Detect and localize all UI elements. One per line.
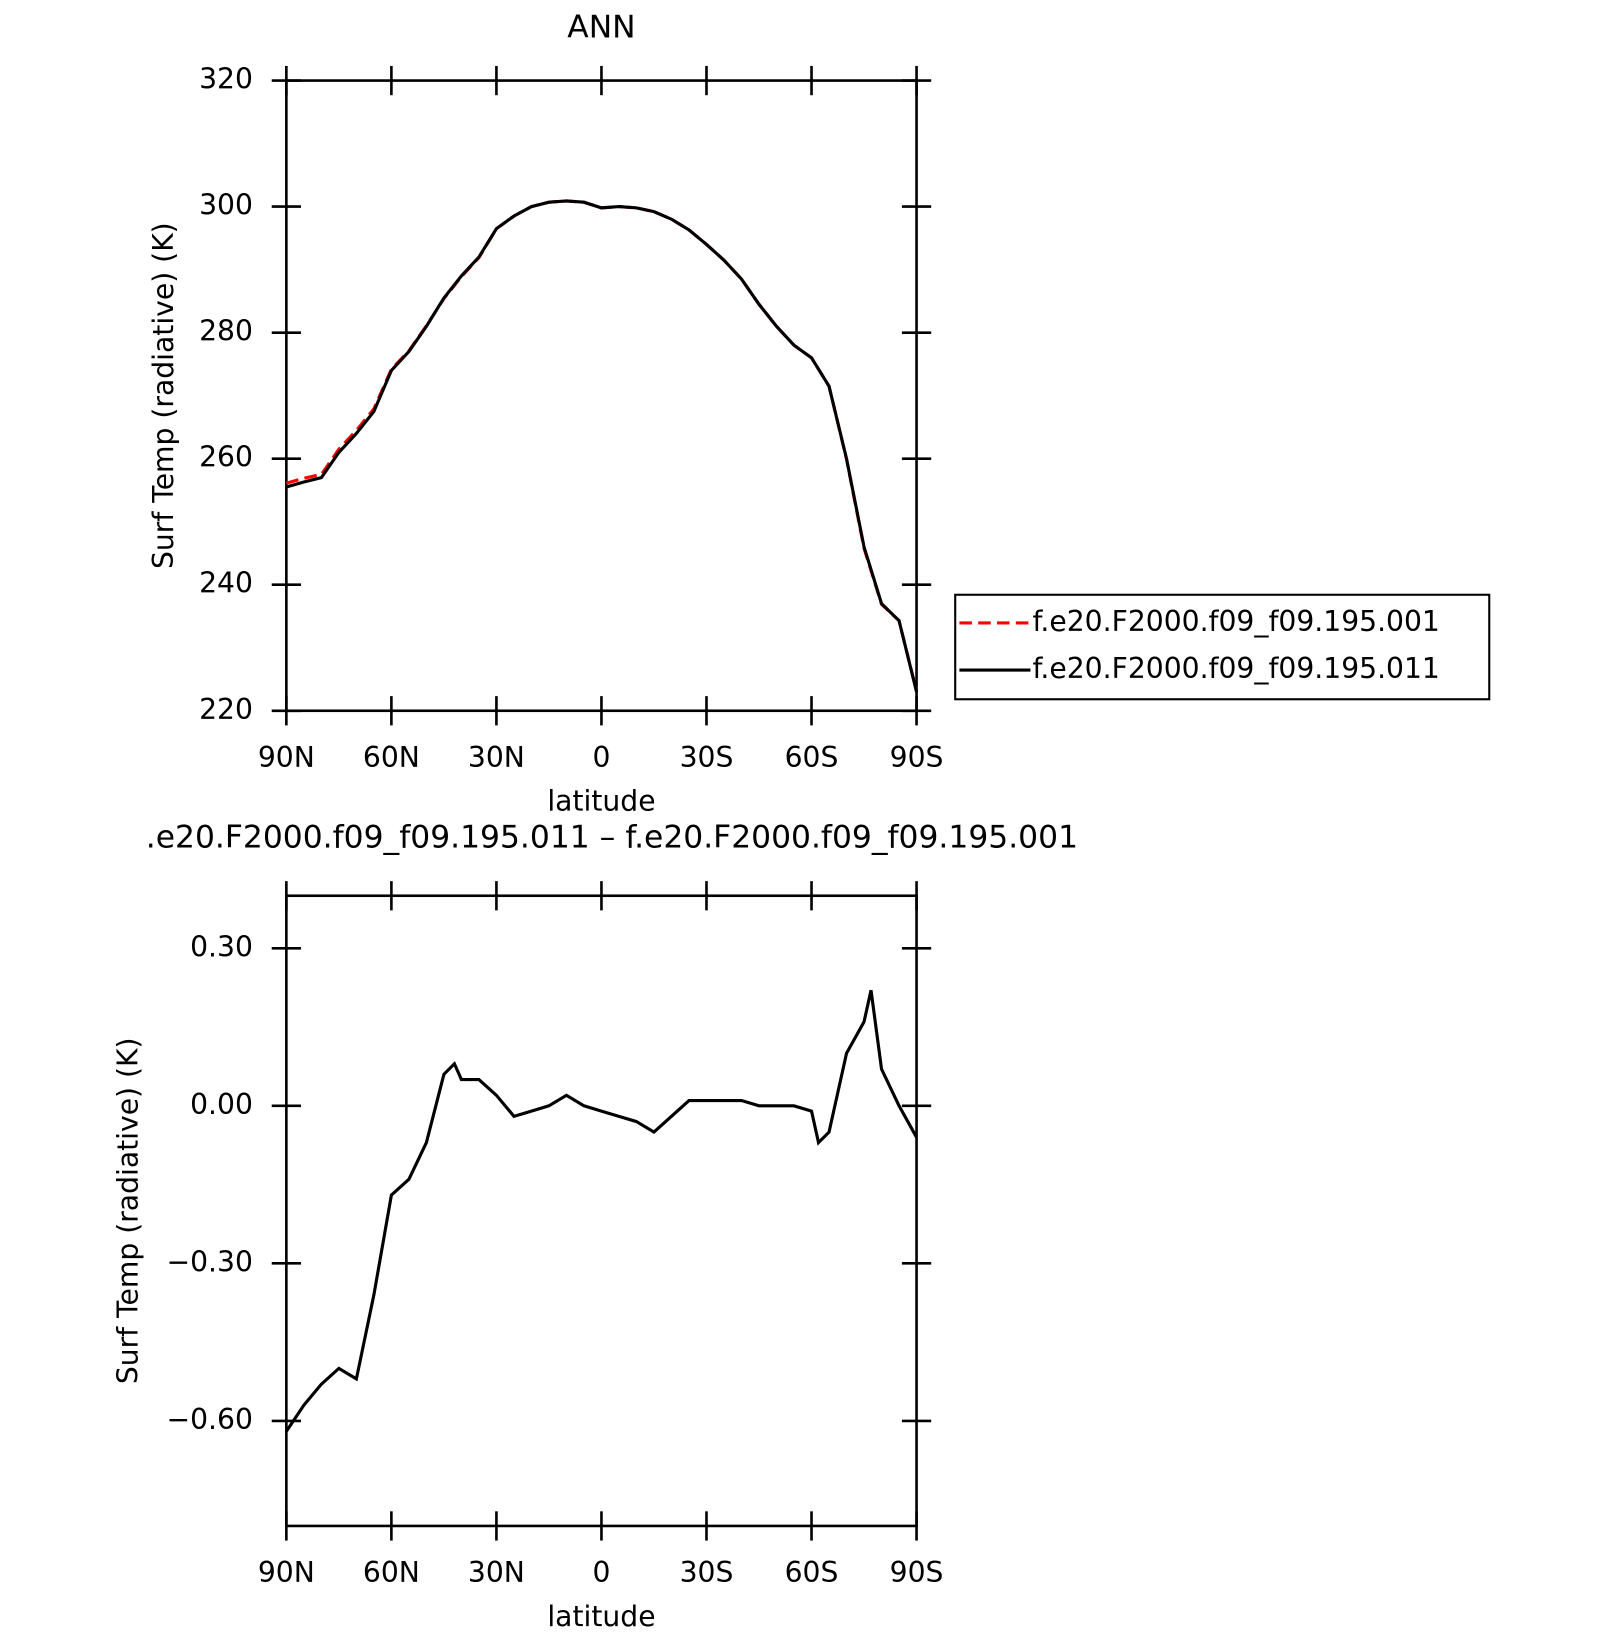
x-axis-label: latitude xyxy=(547,785,655,818)
x-tick-label: 90N xyxy=(258,1556,315,1589)
x-tick-label: 90S xyxy=(890,741,944,774)
x-tick-label: 0 xyxy=(592,741,610,774)
y-tick-label: −0.60 xyxy=(166,1403,252,1436)
y-tick-label: 0.00 xyxy=(190,1088,253,1121)
chart-title: .e20.F2000.f09_f09.195.011 – f.e20.F2000… xyxy=(146,819,1078,855)
x-tick-label: 90N xyxy=(258,741,315,774)
x-tick-label: 90S xyxy=(890,1556,944,1589)
x-tick-label: 30S xyxy=(680,741,734,774)
x-tick-label: 60N xyxy=(363,1556,420,1589)
y-axis-label: Surf Temp (radiative) (K) xyxy=(112,1037,145,1384)
legend-box xyxy=(954,593,1491,701)
y-tick-label: −0.30 xyxy=(166,1245,252,1278)
series-line xyxy=(285,989,918,1433)
y-axis-label: Surf Temp (radiative) (K) xyxy=(147,222,180,569)
y-tick-label: 0.30 xyxy=(190,930,253,963)
legend-label: f.e20.F2000.f09_f09.195.011 xyxy=(1033,652,1440,685)
y-tick-label: 280 xyxy=(199,315,253,348)
x-tick-label: 0 xyxy=(592,1556,610,1589)
y-tick-label: 220 xyxy=(199,693,253,726)
y-tick-label: 240 xyxy=(199,567,253,600)
series-line xyxy=(285,199,919,692)
y-tick-label: 260 xyxy=(199,441,253,474)
x-tick-label: 60S xyxy=(785,741,839,774)
legend-label: f.e20.F2000.f09_f09.195.001 xyxy=(1033,605,1440,638)
x-axis-label: latitude xyxy=(547,1600,655,1633)
x-tick-label: 60N xyxy=(363,741,420,774)
x-tick-label: 30S xyxy=(680,1556,734,1589)
x-tick-label: 30N xyxy=(468,1556,525,1589)
y-tick-label: 320 xyxy=(199,63,253,96)
y-tick-label: 300 xyxy=(199,189,253,222)
x-tick-label: 30N xyxy=(468,741,525,774)
x-tick-label: 60S xyxy=(785,1556,839,1589)
chart-title: ANN xyxy=(567,9,635,45)
series-line xyxy=(285,199,919,693)
plot-frame xyxy=(285,894,918,1528)
